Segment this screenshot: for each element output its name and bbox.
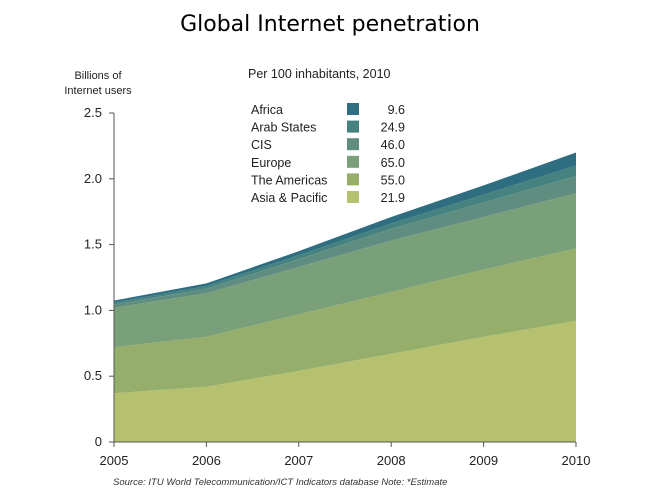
x-tick-label: 2010 <box>562 453 591 468</box>
legend-swatch-asia-pacific <box>347 191 359 203</box>
y-axis-label-line2: Internet users <box>64 85 132 97</box>
legend-label-arab-states: Arab States <box>251 121 316 135</box>
area-europe <box>114 193 576 348</box>
legend-swatch-europe <box>347 155 359 168</box>
legend-value-asia-pacific: 21.9 <box>381 191 405 205</box>
area-the-americas <box>114 248 576 394</box>
x-tick-label: 2008 <box>377 453 406 468</box>
y-tick-label: 1.5 <box>84 237 102 252</box>
y-tick-label: 0 <box>95 434 102 449</box>
legend-value-europe: 65.0 <box>381 156 405 170</box>
legend: Per 100 inhabitants, 2010 Africa 9.6 Arab S… <box>248 67 405 205</box>
x-tick-label: 2007 <box>284 453 313 468</box>
y-tick-label: 1.0 <box>84 302 102 317</box>
legend-title: Per 100 inhabitants, 2010 <box>248 67 391 81</box>
y-tick-labels: 0 0.5 1.0 1.5 2.0 2.5 <box>84 105 102 449</box>
axes <box>109 112 577 447</box>
legend-swatch-africa <box>347 103 359 115</box>
y-tick-label: 2.0 <box>84 171 102 186</box>
y-axis-label: Billions of Internet users <box>64 70 132 97</box>
x-tick-label: 2005 <box>100 453 129 468</box>
legend-label-asia-pacific: Asia & Pacific <box>251 191 327 205</box>
legend-swatch-the-americas <box>347 173 359 186</box>
legend-label-cis: CIS <box>251 138 272 152</box>
legend-value-africa: 9.6 <box>388 103 405 117</box>
y-tick-label: 0.5 <box>84 368 102 383</box>
slide-title: Global Internet penetration <box>180 12 480 37</box>
legend-label-europe: Europe <box>251 156 291 170</box>
legend-label-the-americas: The Americas <box>251 173 327 187</box>
x-tick-label: 2009 <box>469 453 498 468</box>
y-tick-label: 2.5 <box>84 105 102 120</box>
legend-swatch-cis <box>347 138 359 151</box>
legend-swatch-arab-states <box>347 120 359 133</box>
source-note: Source: ITU World Telecommunication/ICT … <box>113 477 447 488</box>
legend-value-arab-states: 24.9 <box>381 121 405 135</box>
area-layers <box>114 152 576 442</box>
legend-value-cis: 46.0 <box>381 138 405 152</box>
y-axis-label-line1: Billions of <box>74 70 122 82</box>
legend-value-the-americas: 55.0 <box>381 173 405 187</box>
area-asia-pacific <box>114 320 576 442</box>
x-tick-labels: 2005 2006 2007 2008 2009 2010 <box>100 453 591 468</box>
x-tick-label: 2006 <box>192 453 221 468</box>
legend-label-africa: Africa <box>251 103 283 117</box>
